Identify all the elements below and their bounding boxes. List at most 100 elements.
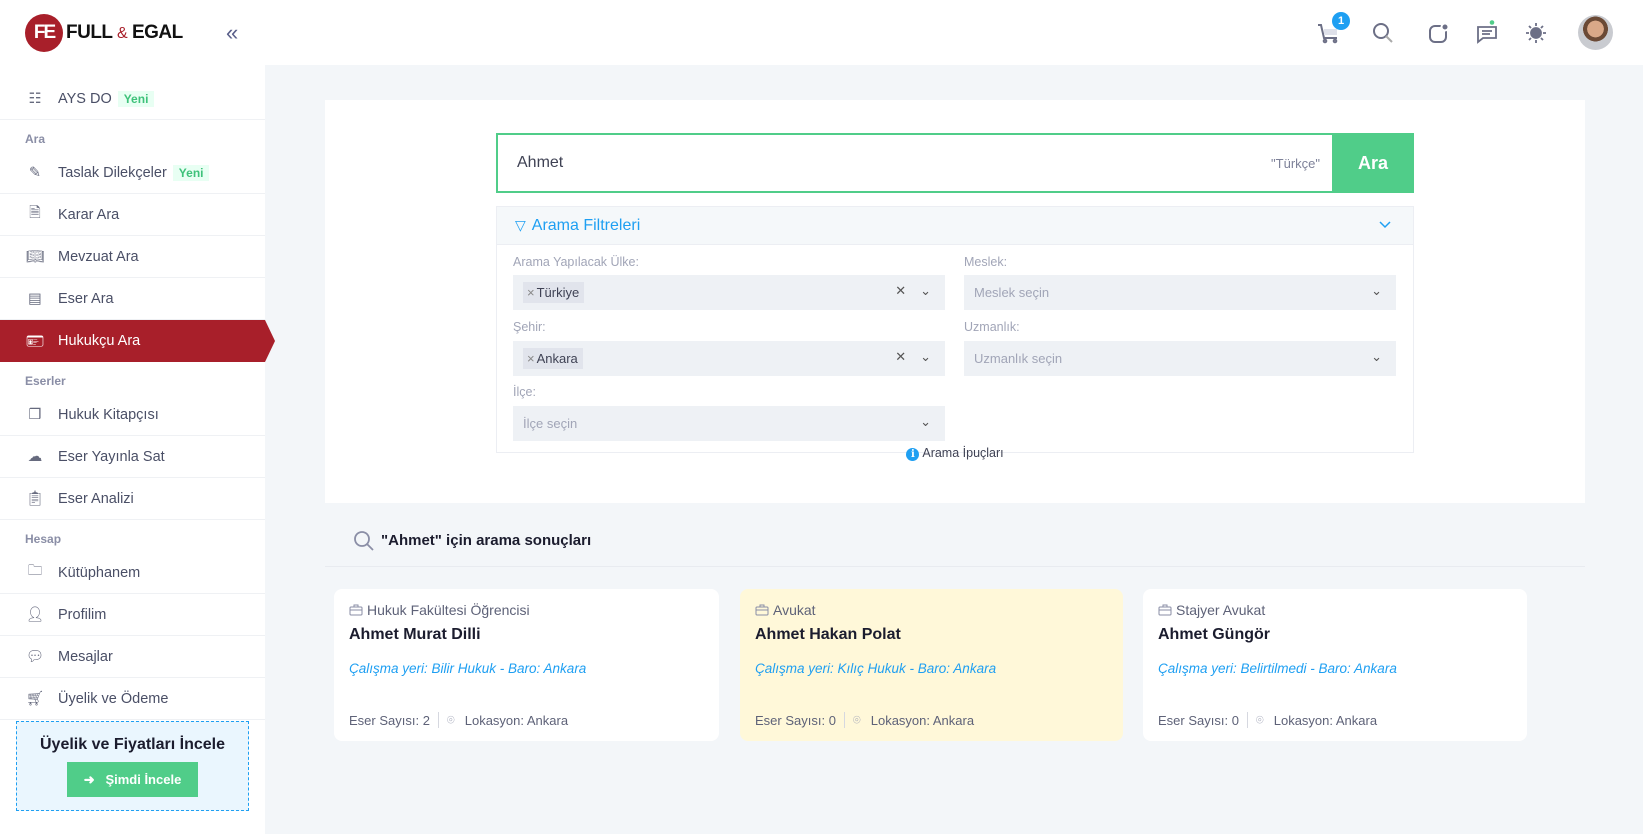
specialty-select[interactable]: Uzmanlık seçin ⌄ (964, 341, 1396, 376)
sidebar-item-uyelik-ve-odeme[interactable]: 🛒︎ Üyelik ve Ödeme (0, 678, 265, 720)
section-label: Ara (25, 132, 46, 146)
profession-label: Meslek: (964, 255, 1008, 269)
search-tips-link[interactable]: i Arama İpuçları (325, 446, 1585, 461)
sidebar-item-label: Taslak Dilekçeler (58, 164, 167, 181)
sidebar-item-hukukcu-ara[interactable]: 🪪︎ Hukukçu Ara (0, 320, 275, 362)
sidebar-item-label: Eser Analizi (58, 490, 134, 507)
lawyer-name[interactable]: Ahmet Hakan Polat (755, 626, 901, 643)
clear-icon[interactable]: ✕ (895, 349, 907, 364)
filters-toggle[interactable]: ▽ Arama Filtreleri (497, 207, 1413, 245)
location: Lokasyon: Ankara (1273, 712, 1378, 728)
notification-icon[interactable] (1426, 20, 1452, 46)
sidebar-item-mesajlar[interactable]: 💬︎ Mesajlar (0, 636, 265, 678)
works-count: Eser Sayısı: 2 (349, 712, 430, 728)
chevron-down-icon[interactable]: ⌄ (920, 349, 931, 364)
sidebar-item-taslak-dilekceler[interactable]: ✎ Taslak Dilekçeler Yeni (0, 152, 265, 194)
chevron-down-icon[interactable]: ⌄ (920, 414, 931, 429)
country-label: Arama Yapılacak Ülke: (513, 255, 639, 269)
sidebar-item-karar-ara[interactable]: 🗎 Karar Ara (0, 194, 265, 236)
logo-mark: FE (25, 14, 63, 52)
sidebar-item-profilim[interactable]: 👤︎ Profilim (0, 594, 265, 636)
list-document-icon: ▤ (28, 290, 42, 307)
location: Lokasyon: Ankara (464, 712, 569, 728)
location-pin-icon: ⌾ (852, 712, 861, 727)
briefcase-icon (755, 604, 769, 616)
sidebar-item-ays-do[interactable]: ☷ AYS DO Yeni (0, 78, 265, 120)
sidebar-item-eser-ara[interactable]: ▤ Eser Ara (0, 278, 265, 320)
country-tag: × Türkiye (523, 282, 585, 303)
search-icon (354, 530, 374, 551)
cart-icon[interactable]: 1 (1316, 12, 1350, 46)
workplace: Çalışma yeri: Kılıç Hukuk - Baro: Ankara (755, 661, 997, 676)
sidebar-item-label: Mevzuat Ara (58, 248, 139, 265)
new-badge: Yeni (117, 90, 155, 107)
book-open-icon: 📖︎ (25, 249, 45, 265)
membership-promo: Üyelik ve Fiyatları İncele ➜ Şimdi İncel… (16, 721, 249, 811)
city-select[interactable]: × Ankara ✕ ⌄ (513, 341, 945, 376)
district-select[interactable]: İlçe seçin ⌄ (513, 406, 945, 441)
collapse-sidebar-icon[interactable]: « (226, 20, 239, 45)
sidebar-item-hukuk-kitapcisi[interactable]: ❒ Hukuk Kitapçısı (0, 394, 265, 436)
sidebar-item-eser-analizi[interactable]: 📋︎ Eser Analizi (0, 478, 265, 520)
sidebar-item-kutuphanem[interactable]: 🗀 Kütüphanem (0, 552, 265, 594)
language-hint[interactable]: "Türkçe" (1271, 155, 1320, 171)
remove-tag-icon[interactable]: × (527, 351, 535, 366)
result-card[interactable]: Stajyer Avukat Ahmet Güngör Çalışma yeri… (1143, 589, 1527, 741)
workplace: Çalışma yeri: Bilir Hukuk - Baro: Ankara (349, 661, 587, 676)
logo[interactable]: FE FULL & EGAL (25, 14, 183, 52)
briefcase-icon (1158, 604, 1172, 616)
role: Avukat (773, 602, 816, 618)
promo-title: Üyelik ve Fiyatları İncele (40, 736, 225, 753)
search-panel: "Türkçe" Ara ▽Arama Filtreleri Arama Yap… (325, 100, 1585, 503)
city-label: Şehir: (513, 320, 546, 334)
sidebar-item-label: Kütüphanem (58, 564, 141, 581)
sidebar-item-label: Eser Yayınla Sat (58, 448, 165, 465)
cart-icon: 🛒︎ (25, 691, 45, 707)
remove-tag-icon[interactable]: × (527, 285, 535, 300)
chevron-down-icon[interactable]: ⌄ (920, 283, 931, 298)
search-button[interactable]: Ara (1332, 133, 1414, 193)
chevron-down-icon[interactable]: ⌄ (1371, 283, 1382, 298)
sidebar-item-label: Karar Ara (58, 206, 120, 223)
search-input[interactable] (498, 135, 1272, 191)
user-avatar[interactable] (1578, 15, 1613, 50)
sidebar-item-label: Mesajlar (58, 648, 113, 665)
role: Stajyer Avukat (1176, 602, 1266, 618)
country-select[interactable]: × Türkiye ✕ ⌄ (513, 275, 945, 310)
sidebar-item-label: Hukukçu Ara (58, 333, 141, 349)
sidebar-item-label: Eser Ara (58, 290, 114, 307)
location: Lokasyon: Ankara (870, 712, 975, 728)
clipboard-chart-icon: 📋︎ (25, 491, 45, 507)
search-filters: ▽ Arama Filtreleri Arama Yapılacak Ülke: … (496, 206, 1414, 453)
view-now-button[interactable]: ➜ Şimdi İncele (67, 762, 198, 797)
profession-select[interactable]: Meslek seçin ⌄ (964, 275, 1396, 310)
workplace: Çalışma yeri: Belirtilmedi - Baro: Ankar… (1158, 661, 1397, 676)
lawyer-name[interactable]: Ahmet Güngör (1158, 626, 1270, 643)
edit-icon: ✎ (28, 164, 42, 181)
user-icon: 👤︎ (25, 607, 45, 623)
theme-sun-icon[interactable] (1523, 20, 1549, 46)
works-count: Eser Sayısı: 0 (755, 712, 836, 728)
briefcase-icon (349, 604, 363, 616)
role: Hukuk Fakültesi Öğrencisi (367, 602, 530, 618)
sidebar: ☷ AYS DO Yeni Ara ✎ Taslak Dilekçeler Yeni 🗎… (0, 65, 275, 834)
search-icon[interactable] (1370, 20, 1396, 46)
id-card-icon: 🪪︎ (25, 333, 45, 350)
sidebar-item-eser-yayinla-sat[interactable]: ☁ Eser Yayınla Sat (0, 436, 265, 478)
sidebar-item-mevzuat-ara[interactable]: 📖︎ Mevzuat Ara (0, 236, 265, 278)
district-label: İlçe: (513, 385, 536, 399)
cart-count-badge: 1 (1332, 12, 1350, 30)
result-card[interactable]: Avukat Ahmet Hakan Polat Çalışma yeri: K… (740, 589, 1123, 741)
lawyer-name[interactable]: Ahmet Murat Dilli (349, 626, 481, 643)
clear-icon[interactable]: ✕ (895, 283, 907, 298)
message-dots-icon: 💬︎ (25, 649, 45, 665)
result-card[interactable]: Hukuk Fakültesi Öğrencisi Ahmet Murat Di… (334, 589, 719, 741)
new-badge: Yeni (172, 164, 210, 181)
chat-icon[interactable] (1474, 20, 1500, 46)
results-header: "Ahmet" için arama sonuçları (325, 515, 1585, 567)
top-bar: FE FULL & EGAL « 1 (0, 0, 1643, 65)
logo-text: FULL & EGAL (66, 22, 183, 43)
chevron-down-icon[interactable]: ⌄ (1371, 349, 1382, 364)
location-pin-icon: ⌾ (446, 712, 455, 727)
specialty-label: Uzmanlık: (964, 320, 1020, 334)
